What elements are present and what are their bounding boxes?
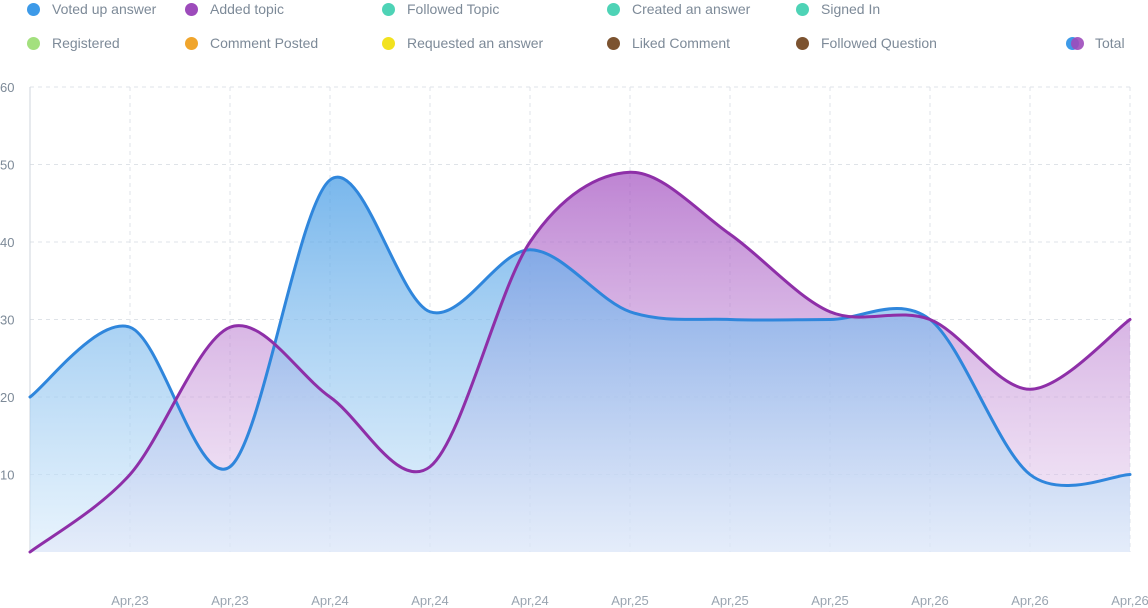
legend-item-followed-question[interactable]: Followed Question [796,34,937,52]
chart-legend: Voted up answer Added topic Followed Topic… [0,0,1148,60]
x-tick-label: Apr,25 [611,593,649,608]
x-tick-label: Apr,25 [811,593,849,608]
x-tick-label: Apr,26 [1011,593,1049,608]
legend-swatch [607,36,620,50]
legend-item-voted-up-answer[interactable]: Voted up answer [27,0,156,18]
x-tick-label: Apr,25 [711,593,749,608]
y-tick-label: 20 [0,390,14,405]
y-tick-label: 50 [0,158,14,173]
legend-swatch [185,2,198,16]
legend-label: Comment Posted [210,35,319,51]
x-tick-label: Apr,23 [211,593,249,608]
legend-label: Followed Question [821,35,937,51]
series-area-voted-up-answer [30,177,1130,553]
legend-item-registered[interactable]: Registered [27,34,120,52]
legend-label: Added topic [210,1,284,17]
series-line-added-topic[interactable] [28,170,1132,554]
legend-item-requested-an-answer[interactable]: Requested an answer [382,34,543,52]
legend-swatch [27,36,40,50]
x-tick-label: Apr,24 [511,593,549,608]
legend-item-added-topic[interactable]: Added topic [185,0,284,18]
legend-label: Followed Topic [407,1,500,17]
legend-swatch-total [1066,36,1084,50]
x-tick-label: Apr,26 [1111,593,1148,608]
legend-item-signed-in[interactable]: Signed In [796,0,880,18]
legend-item-followed-topic[interactable]: Followed Topic [382,0,499,18]
legend-item-created-an-answer[interactable]: Created an answer [607,0,750,18]
legend-item-comment-posted[interactable]: Comment Posted [185,34,318,52]
legend-swatch [796,2,809,16]
legend-swatch [27,2,40,16]
y-tick-label: 10 [0,468,14,483]
y-tick-label: 40 [0,235,14,250]
x-tick-label: Apr,23 [111,593,149,608]
legend-label: Registered [52,35,120,51]
legend-swatch [185,36,198,50]
legend-swatch [382,36,395,50]
legend-label: Voted up answer [52,1,157,17]
legend-swatch [607,2,620,16]
legend-label: Total [1095,35,1125,51]
legend-label: Requested an answer [407,35,544,51]
legend-swatch [796,36,809,50]
legend-item-liked-comment[interactable]: Liked Comment [607,34,730,52]
legend-label: Created an answer [632,1,751,17]
legend-label: Signed In [821,1,881,17]
x-tick-label: Apr,24 [311,593,349,608]
legend-item-total[interactable]: Total [1066,34,1125,52]
x-tick-label: Apr,26 [911,593,949,608]
legend-swatch [382,2,395,16]
y-tick-label: 60 [0,80,14,95]
y-tick-label: 30 [0,313,14,328]
x-tick-label: Apr,24 [411,593,449,608]
legend-label: Liked Comment [632,35,731,51]
